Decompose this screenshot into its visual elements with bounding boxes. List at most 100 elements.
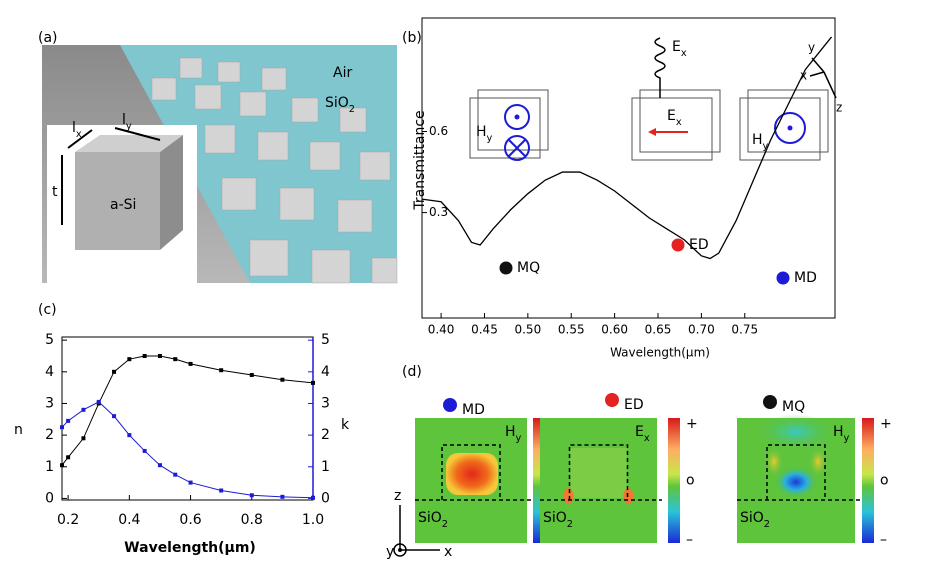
field-label: Hy — [476, 124, 493, 144]
plot-frame — [421, 17, 836, 319]
y2-tick-label: 0 — [321, 490, 330, 506]
mode-label: MD — [462, 402, 485, 418]
colorbar-label: – — [686, 532, 693, 548]
data-point — [188, 480, 193, 485]
panel-label: (a) — [38, 30, 58, 46]
data-point — [142, 353, 147, 358]
data-point — [280, 377, 285, 382]
data-point — [219, 368, 224, 373]
substrate-label: SiO2 — [740, 510, 770, 530]
field-label-sub: y — [487, 133, 493, 144]
field-hotspot — [563, 488, 574, 504]
axis-name: x — [444, 544, 452, 560]
axis-dot — [398, 548, 402, 552]
colorbar-label: – — [880, 532, 887, 548]
cube-outline — [568, 444, 629, 500]
data-point — [157, 463, 162, 468]
dimension-label-sub: x — [76, 129, 82, 140]
y2-tick-label: 3 — [321, 395, 330, 411]
substrate-label: SiO2 — [418, 510, 448, 530]
data-point — [173, 472, 178, 477]
x-tick-label: 0.8 — [241, 512, 263, 528]
data-point — [173, 357, 178, 362]
substrate-label-sub: 2 — [442, 519, 448, 530]
mode-marker — [443, 398, 457, 412]
field-label-base: H — [752, 132, 763, 148]
cube-side — [160, 135, 183, 250]
cube-array — [151, 57, 398, 284]
data-point — [81, 407, 86, 412]
field-dot — [787, 125, 793, 131]
data-point — [66, 418, 71, 423]
y-axis-label: Transmittance — [412, 110, 428, 210]
y-tick-label: 1 — [45, 459, 54, 475]
y-tick-label: 0.3 — [429, 205, 448, 219]
series-label: n — [14, 422, 23, 438]
wave-source — [654, 37, 666, 98]
colorbar-label: + — [686, 416, 698, 432]
data-point — [249, 493, 254, 498]
data-point — [112, 369, 117, 374]
plot-frame — [61, 336, 314, 501]
medium-label: Air — [333, 65, 352, 81]
field-hotspot — [808, 446, 828, 478]
arrowhead — [648, 128, 656, 136]
field-label-base: H — [833, 424, 844, 440]
colorbar-label: o — [880, 473, 889, 489]
mode-label: ED — [624, 397, 644, 413]
axis-name: z — [394, 488, 401, 504]
x-tick-label: 1.0 — [302, 512, 324, 528]
data-point — [81, 436, 86, 441]
data-point — [96, 399, 101, 404]
axis-triad — [809, 57, 837, 99]
data-point — [280, 494, 285, 499]
field-label-sub: y — [844, 433, 850, 444]
field-hotspot — [774, 466, 818, 498]
axis-name: z — [836, 101, 842, 115]
data-point — [127, 357, 132, 362]
x-tick-label: 0.65 — [645, 323, 672, 337]
field-hotspot — [764, 446, 784, 478]
dimension-label: ly — [122, 112, 132, 132]
field-label-base: H — [505, 424, 516, 440]
data-point — [157, 353, 162, 358]
data-point — [188, 361, 193, 366]
data-point — [249, 372, 254, 377]
substrate-label: SiO2 — [543, 510, 573, 530]
data-point — [219, 488, 224, 493]
dimension-label: t — [52, 184, 58, 200]
x-tick-label: 0.55 — [558, 323, 585, 337]
panel-label: (c) — [38, 302, 57, 318]
y-tick-label: 5 — [45, 332, 54, 348]
x-tick-label: 0.75 — [731, 323, 758, 337]
field-label: Hy — [505, 424, 522, 444]
dimension-label: lx — [72, 120, 82, 140]
data-line — [61, 401, 314, 499]
field-label-sub: y — [763, 141, 769, 152]
mode-marker — [671, 238, 685, 252]
y-tick-label: 4 — [45, 364, 54, 380]
substrate-label-base: SiO — [740, 510, 764, 526]
field-label-sub: x — [644, 433, 650, 444]
field-label: Ex — [672, 39, 687, 59]
mode-label: MQ — [782, 399, 805, 415]
field-hotspot — [623, 488, 634, 504]
mode-marker — [499, 261, 513, 275]
substrate-surface — [120, 45, 397, 283]
material-label: a-Si — [110, 197, 136, 213]
data-point — [142, 448, 147, 453]
substrate-label-base: SiO — [543, 510, 567, 526]
axis-indicator — [393, 505, 440, 557]
y-tick-label: 3 — [45, 395, 54, 411]
y-tick-label: 0.6 — [429, 124, 448, 138]
field-label-sub: x — [681, 48, 687, 59]
x-tick-label: 0.6 — [179, 512, 201, 528]
mode-label: ED — [689, 237, 709, 253]
substrate-label-sub: 2 — [764, 519, 770, 530]
data-point — [311, 380, 315, 385]
y2-tick-label: 2 — [321, 427, 330, 443]
field-label-base: H — [476, 124, 487, 140]
colorbar — [862, 418, 874, 543]
field-label-sub: y — [516, 433, 522, 444]
